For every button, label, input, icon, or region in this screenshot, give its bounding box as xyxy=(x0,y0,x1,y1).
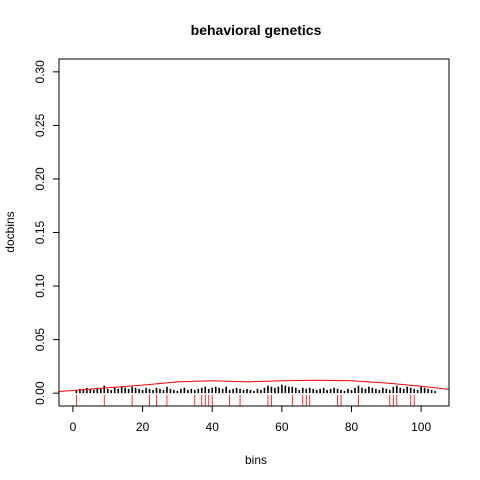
y-tick-label: 0.15 xyxy=(33,220,47,244)
x-tick-label: 80 xyxy=(345,420,359,434)
y-tick-label: 0.00 xyxy=(33,381,47,405)
plot-area xyxy=(59,379,449,406)
y-tick-label: 0.25 xyxy=(33,113,47,137)
plot-frame xyxy=(58,58,450,407)
x-tick-label: 20 xyxy=(136,420,150,434)
density-line xyxy=(59,379,449,392)
y-tick-label: 0.10 xyxy=(33,274,47,298)
chart-title: behavioral genetics xyxy=(191,22,322,38)
plot-content xyxy=(59,379,449,406)
y-axis-label: docbins xyxy=(3,211,17,252)
x-axis-label: bins xyxy=(245,453,267,467)
y-tick-label: 0.30 xyxy=(33,60,47,84)
x-tick-label: 40 xyxy=(206,420,220,434)
x-tick-label: 100 xyxy=(411,420,431,434)
x-tick-label: 0 xyxy=(70,420,77,434)
axes: 0 20 40 60 80 100 0.00 0.05 0.10 0.15 0.20 0.25 0.30 xyxy=(33,58,450,434)
y-tick-label: 0.05 xyxy=(33,328,47,352)
y-tick-label: 0.20 xyxy=(33,167,47,191)
x-tick-label: 60 xyxy=(275,420,289,434)
